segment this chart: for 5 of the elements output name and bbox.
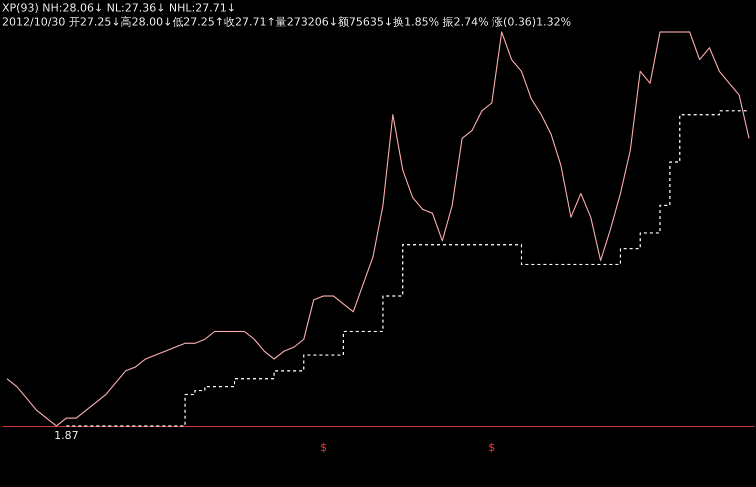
text: $ — [488, 441, 496, 454]
chart-title: XP(93) NH:28.06↓ NL:27.36↓ NHL:27.71↓ — [2, 1, 236, 14]
chart-subtitle: 2012/10/30 开27.25↓高28.00↓低27.25↑收27.71↑量273206↓额75635↓换1.85% 振2.74% 涨(0.36)1.32% — [2, 15, 572, 28]
text: 1.87 — [54, 429, 79, 442]
text: $ — [320, 441, 328, 454]
